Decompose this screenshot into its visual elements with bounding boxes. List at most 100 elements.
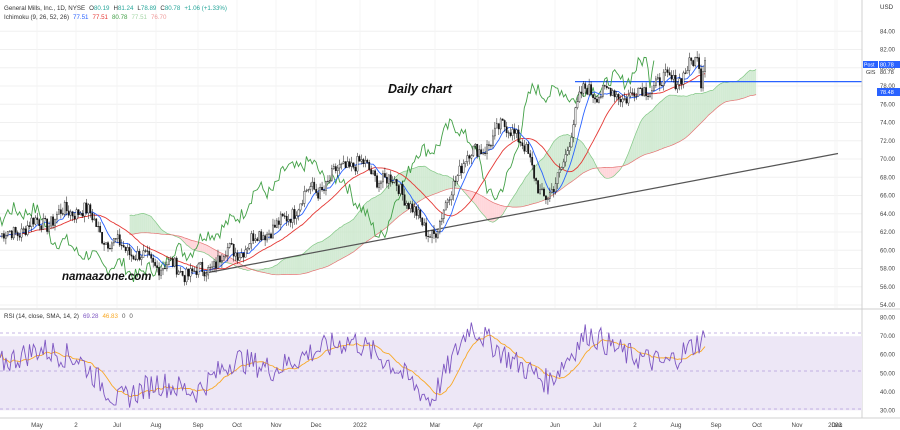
cloud-segment [479,194,482,213]
candle-body [378,183,380,188]
cloud-segment [337,227,340,261]
candle-body [116,234,119,240]
cloud-segment [341,224,344,259]
cloud-segment [481,195,484,215]
price-pane [0,30,862,306]
candle-body [173,257,176,267]
rsi-value: 0 [122,313,126,320]
senkou-span-a [129,69,757,271]
cloud-segment [141,213,144,233]
candle-body [44,217,47,220]
cloud-segment [602,167,605,178]
cloud-segment [726,82,729,102]
cloud-segment [288,257,291,275]
cloud-segment [408,169,411,210]
cloud-segment [369,198,372,240]
cloud-segment [640,119,643,157]
cloud-segment [530,169,533,205]
candle-body [539,189,541,194]
candle-body [450,194,453,200]
candle-body [680,78,683,85]
price-axis[interactable]: USD 84.00 82.00 80.00 78.00 76.00 74.00 72.00 7… [861,0,900,418]
candle-body [592,94,594,98]
cloud-segment [752,70,755,96]
candle-body [407,203,410,209]
cloud-segment [274,264,277,275]
cloud-segment [561,135,564,189]
cloud-segment [492,202,495,223]
candle-body [319,186,321,199]
candle-body [8,230,11,232]
cloud-segment [271,266,273,275]
candle-body [509,132,512,136]
candle-body [166,264,168,269]
candle-body [10,230,13,239]
candle-body [596,98,598,103]
candle-body [670,74,673,80]
candle-body [279,213,282,225]
cloud-segment [703,92,705,121]
cloud-segment [345,222,348,257]
candle-body [205,274,208,277]
time-tick-label: Aug [670,422,682,429]
candle-body [295,215,298,219]
senkou-span-b [129,94,757,276]
cloud-segment [375,195,378,236]
ohlc-key: O [89,5,94,12]
candle-body [370,169,373,175]
rsi-line [0,322,706,408]
cloud-segment [553,139,556,195]
cloud-segment [646,113,649,155]
cloud-segment [322,239,325,269]
cloud-segment [628,147,631,164]
candle-body [3,233,5,239]
price-tick-label: 60.00 [880,248,896,254]
candle-body [456,175,459,182]
candle-body [126,247,129,251]
candle-body [590,84,592,95]
candle-body [615,94,618,98]
candle-body [75,209,78,220]
candle-body [686,70,689,74]
candle-body [156,265,158,268]
candle-body [87,204,90,214]
cloud-segment [585,146,588,172]
cloud-segment [465,189,468,196]
candle-body [63,202,66,215]
cloud-segment [420,166,423,201]
candle-body [641,88,644,96]
candle-body [146,250,149,252]
candle-body [425,222,428,237]
candle-body [20,228,23,238]
candle-body [372,170,375,175]
cloud-segment [632,137,635,162]
candle-body [226,247,229,256]
cloud-segment [439,173,442,192]
candle-body [305,190,308,192]
candle-body [120,244,123,246]
candle-body [67,210,70,216]
candle-body [274,224,276,228]
cloud-segment [710,90,713,114]
candle-body [643,87,646,96]
cloud-segment [657,102,660,151]
cloud-segment [502,205,505,215]
cloud-segment [636,127,639,160]
candle-body [672,75,675,80]
candle-body [391,181,394,183]
candle-body [6,231,9,236]
rsi-tick-label: 40.00 [880,390,896,396]
candle-body [690,57,693,61]
cloud-segment [331,232,334,265]
candle-body [572,124,575,138]
candle-body [28,225,31,227]
cloud-segment [567,134,570,185]
candle-body [395,179,398,186]
candle-body [164,267,166,269]
time-axis[interactable]: May 2 Jul Aug Sep Oct Nov Dec 2022 Mar Apr Jun Jul 2 A… [0,417,900,429]
post-price-tag: Post 80.78 [863,61,900,69]
candle-body [268,233,270,235]
time-tick-label: Jun [550,422,561,429]
cloud-segment [547,148,550,199]
